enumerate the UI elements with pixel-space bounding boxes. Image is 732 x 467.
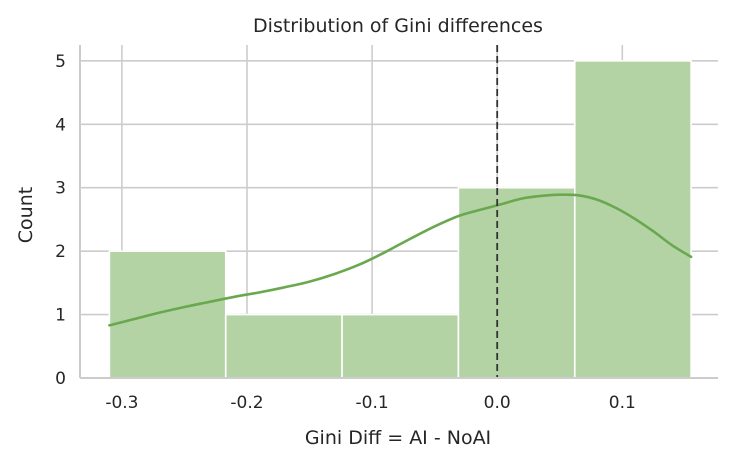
x-axis-label: Gini Diff = AI - NoAI [305,427,491,449]
axes [79,45,718,379]
y-axis-label: Count [15,187,37,243]
y-tick-label: 3 [55,179,66,199]
x-tick-label: -0.2 [230,393,263,413]
y-tick-label: 5 [55,52,66,72]
y-tick-label: 4 [55,115,66,135]
y-tick-label: 0 [55,369,66,389]
x-tick-label: 0.0 [484,393,511,413]
histogram-bar [341,313,460,379]
chart-title: Distribution of Gini differences [253,15,543,37]
y-tick-label: 1 [55,306,66,326]
histogram-bar [573,60,692,379]
kde-curve [108,193,693,327]
histogram-bar [108,250,227,379]
x-tick-label: 0.1 [609,393,636,413]
histogram-bar [457,186,576,379]
tick-labels: -0.3 -0.2 -0.1 0.0 0.1 0 1 2 3 4 5 [55,52,636,413]
kde-line [108,193,693,327]
histogram-bar [224,313,343,379]
x-tick-label: -0.3 [105,393,138,413]
histogram-bars [108,60,692,379]
x-tick-label: -0.1 [356,393,389,413]
y-tick-label: 2 [55,242,66,262]
